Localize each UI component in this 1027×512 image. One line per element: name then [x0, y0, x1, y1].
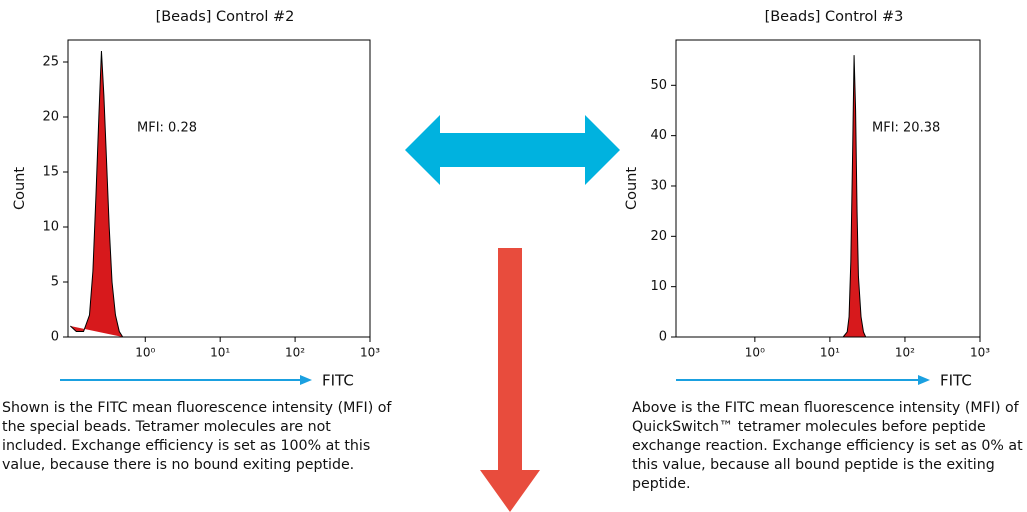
plot-frame [67, 39, 371, 338]
x-axis-label: FITC [940, 372, 972, 390]
y-tick-label: 25 [42, 55, 59, 70]
x-tick-label: 10¹ [820, 346, 840, 360]
y-tick-label: 10 [42, 220, 59, 235]
x-tick-label: 10⁰ [135, 346, 155, 360]
annotation: MFI: 0.28 [137, 121, 197, 136]
x-tick-label: 10³ [970, 346, 990, 360]
histogram-area [842, 55, 867, 338]
caption: Above is the FITC mean fluorescence inte… [632, 400, 1023, 492]
y-axis-label: Count [12, 167, 28, 210]
plot-frame [675, 39, 981, 338]
histogram-area [70, 50, 124, 338]
y-tick-label: 50 [650, 78, 667, 93]
y-tick-label: 10 [650, 279, 667, 294]
x-tick-label: 10⁰ [745, 346, 765, 360]
x-tick-label: 10³ [360, 346, 380, 360]
y-tick-label: 0 [659, 330, 667, 345]
caption: Shown is the FITC mean fluorescence inte… [2, 400, 392, 473]
axis-arrow-head [300, 375, 312, 385]
x-tick-label: 10¹ [210, 346, 230, 360]
y-tick-label: 5 [51, 275, 59, 290]
y-tick-label: 30 [650, 178, 667, 193]
y-tick-label: 20 [42, 110, 59, 125]
annotation: MFI: 20.38 [872, 121, 940, 136]
axis-arrow-head [918, 375, 930, 385]
caption-box: Shown is the FITC mean fluorescence inte… [2, 400, 392, 473]
x-tick-label: 10² [895, 346, 915, 360]
y-axis-label: Count [624, 167, 640, 210]
y-tick-label: 20 [650, 229, 667, 244]
y-tick-label: 40 [650, 128, 667, 143]
chart-title: [Beads] Control #2 [156, 9, 295, 25]
double-arrow [405, 115, 620, 185]
down-arrow [480, 248, 540, 512]
caption-box: Above is the FITC mean fluorescence inte… [632, 400, 1023, 492]
x-tick-label: 10² [285, 346, 305, 360]
y-tick-label: 15 [42, 165, 59, 180]
y-tick-label: 0 [51, 330, 59, 345]
x-axis-label: FITC [322, 372, 354, 390]
chart-title: [Beads] Control #3 [765, 9, 904, 25]
